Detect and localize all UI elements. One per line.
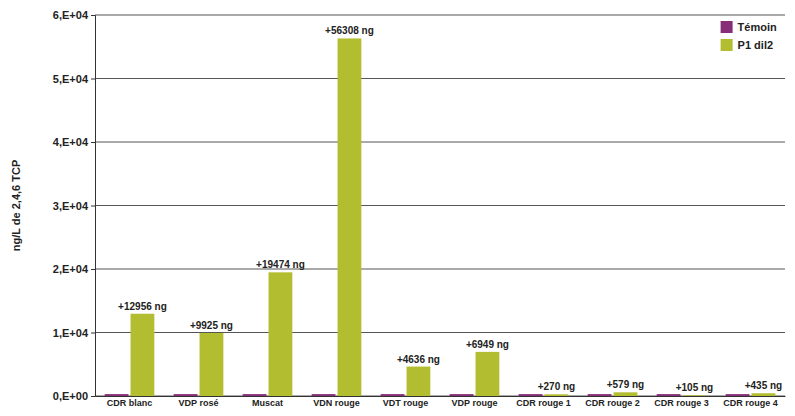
legend-label: P1 dil2 xyxy=(738,39,773,51)
tick-label: VDP rosé xyxy=(179,398,219,408)
data-label: +9925 ng xyxy=(190,320,233,331)
bar xyxy=(519,394,543,396)
x-axis: CDR blanc VDP rosé Muscat VDN rouge VDT roug… xyxy=(96,397,786,409)
legend-swatch xyxy=(721,39,733,51)
bar xyxy=(683,395,707,396)
tick: CDR rouge 1 xyxy=(516,398,571,408)
bar xyxy=(450,394,474,396)
bar xyxy=(269,272,293,396)
bar xyxy=(614,392,638,396)
chart: +12956 ng +9925 ng +19474 ng +56308 ng +4636… xyxy=(0,0,795,416)
tick-mark xyxy=(91,15,95,16)
grid-line xyxy=(95,396,785,397)
tick-label: Muscat xyxy=(252,398,283,408)
tick-mark xyxy=(91,269,95,270)
bar xyxy=(131,314,155,396)
axis-line xyxy=(91,16,96,397)
tick-label: CDR rouge 3 xyxy=(654,398,709,408)
bar xyxy=(476,352,500,396)
tick-label: 2,E+04 xyxy=(53,263,89,275)
bar xyxy=(200,333,224,396)
tick-mark xyxy=(91,79,95,80)
legend-label: Témoin xyxy=(738,21,777,33)
grid-line xyxy=(95,332,785,333)
grid-line xyxy=(95,15,785,16)
data-label: +105 ng xyxy=(676,382,714,393)
bar xyxy=(381,394,405,396)
tick: 1,E+04 xyxy=(53,327,95,339)
tick-label: CDR rouge 1 xyxy=(516,398,571,408)
y-axis: 0,E+00 1,E+04 2,E+04 3,E+04 4,E+04 5,E+04 6,E+… xyxy=(53,9,96,402)
plot: +12956 ng +9925 ng +19474 ng +56308 ng +4636… xyxy=(53,9,786,408)
bar xyxy=(407,367,431,396)
tick-mark xyxy=(91,206,95,207)
tick-label: CDR rouge 4 xyxy=(723,398,778,408)
bar xyxy=(588,394,612,396)
tick: CDR blanc xyxy=(107,398,153,408)
tick: 4,E+04 xyxy=(53,136,95,148)
tick: 6,E+04 xyxy=(53,9,95,21)
legend-item: P1 dil2 xyxy=(721,39,773,51)
grid xyxy=(95,15,785,396)
tick-label: VDP rouge xyxy=(452,398,498,408)
legend-item: Témoin xyxy=(721,21,777,33)
tick: Muscat xyxy=(252,398,283,408)
tick-label: 6,E+04 xyxy=(53,9,89,21)
data-label: +56308 ng xyxy=(325,25,374,36)
bar xyxy=(174,394,198,396)
axis-line xyxy=(96,396,786,397)
bar xyxy=(726,394,750,396)
tick: CDR rouge 3 xyxy=(654,398,709,408)
tick-label: 1,E+04 xyxy=(53,327,89,339)
data-label: +4636 ng xyxy=(397,354,440,365)
data-label: +579 ng xyxy=(607,379,645,390)
tick-label: 4,E+04 xyxy=(53,136,89,148)
bar xyxy=(312,394,336,396)
grid-line xyxy=(95,269,785,270)
data-label: +6949 ng xyxy=(466,339,509,350)
tick-mark xyxy=(91,142,95,143)
tick: 2,E+04 xyxy=(53,263,95,275)
tick: VDP rosé xyxy=(179,398,219,408)
legend: Témoin P1 dil2 xyxy=(721,21,777,51)
tick: CDR rouge 2 xyxy=(585,398,640,408)
grid-line xyxy=(95,205,785,206)
tick-label: 5,E+04 xyxy=(53,73,89,85)
data-label: +19474 ng xyxy=(256,259,305,270)
tick: VDP rouge xyxy=(452,398,498,408)
data-label: +435 ng xyxy=(745,380,783,391)
tick-label: 3,E+04 xyxy=(53,200,89,212)
bar xyxy=(338,38,362,396)
tick: CDR rouge 4 xyxy=(723,398,778,408)
tick-mark xyxy=(91,333,95,334)
tick-label: VDT rouge xyxy=(383,398,429,408)
bar xyxy=(752,393,776,396)
tick: VDT rouge xyxy=(383,398,429,408)
tick: 5,E+04 xyxy=(53,73,95,85)
tick: 0,E+00 xyxy=(53,390,95,402)
bar xyxy=(243,394,267,396)
data-labels: +12956 ng +9925 ng +19474 ng +56308 ng +4636… xyxy=(118,25,782,393)
tick-label: CDR rouge 2 xyxy=(585,398,640,408)
bars xyxy=(105,38,776,396)
bar xyxy=(545,394,569,396)
tick-label: VDN rouge xyxy=(313,398,360,408)
tick-label: CDR blanc xyxy=(107,398,153,408)
data-label: +270 ng xyxy=(538,381,576,392)
tick: 3,E+04 xyxy=(53,200,95,212)
legend-swatch xyxy=(721,21,733,33)
grid-line xyxy=(95,142,785,143)
tick-mark xyxy=(91,396,95,397)
tick: VDN rouge xyxy=(313,398,360,408)
grid-line xyxy=(95,78,785,79)
axis-title: ng/L de 2,4,6 TCP xyxy=(10,160,22,252)
bar xyxy=(657,394,681,396)
data-label: +12956 ng xyxy=(118,301,167,312)
bar xyxy=(105,394,129,396)
tick-label: 0,E+00 xyxy=(53,390,88,402)
